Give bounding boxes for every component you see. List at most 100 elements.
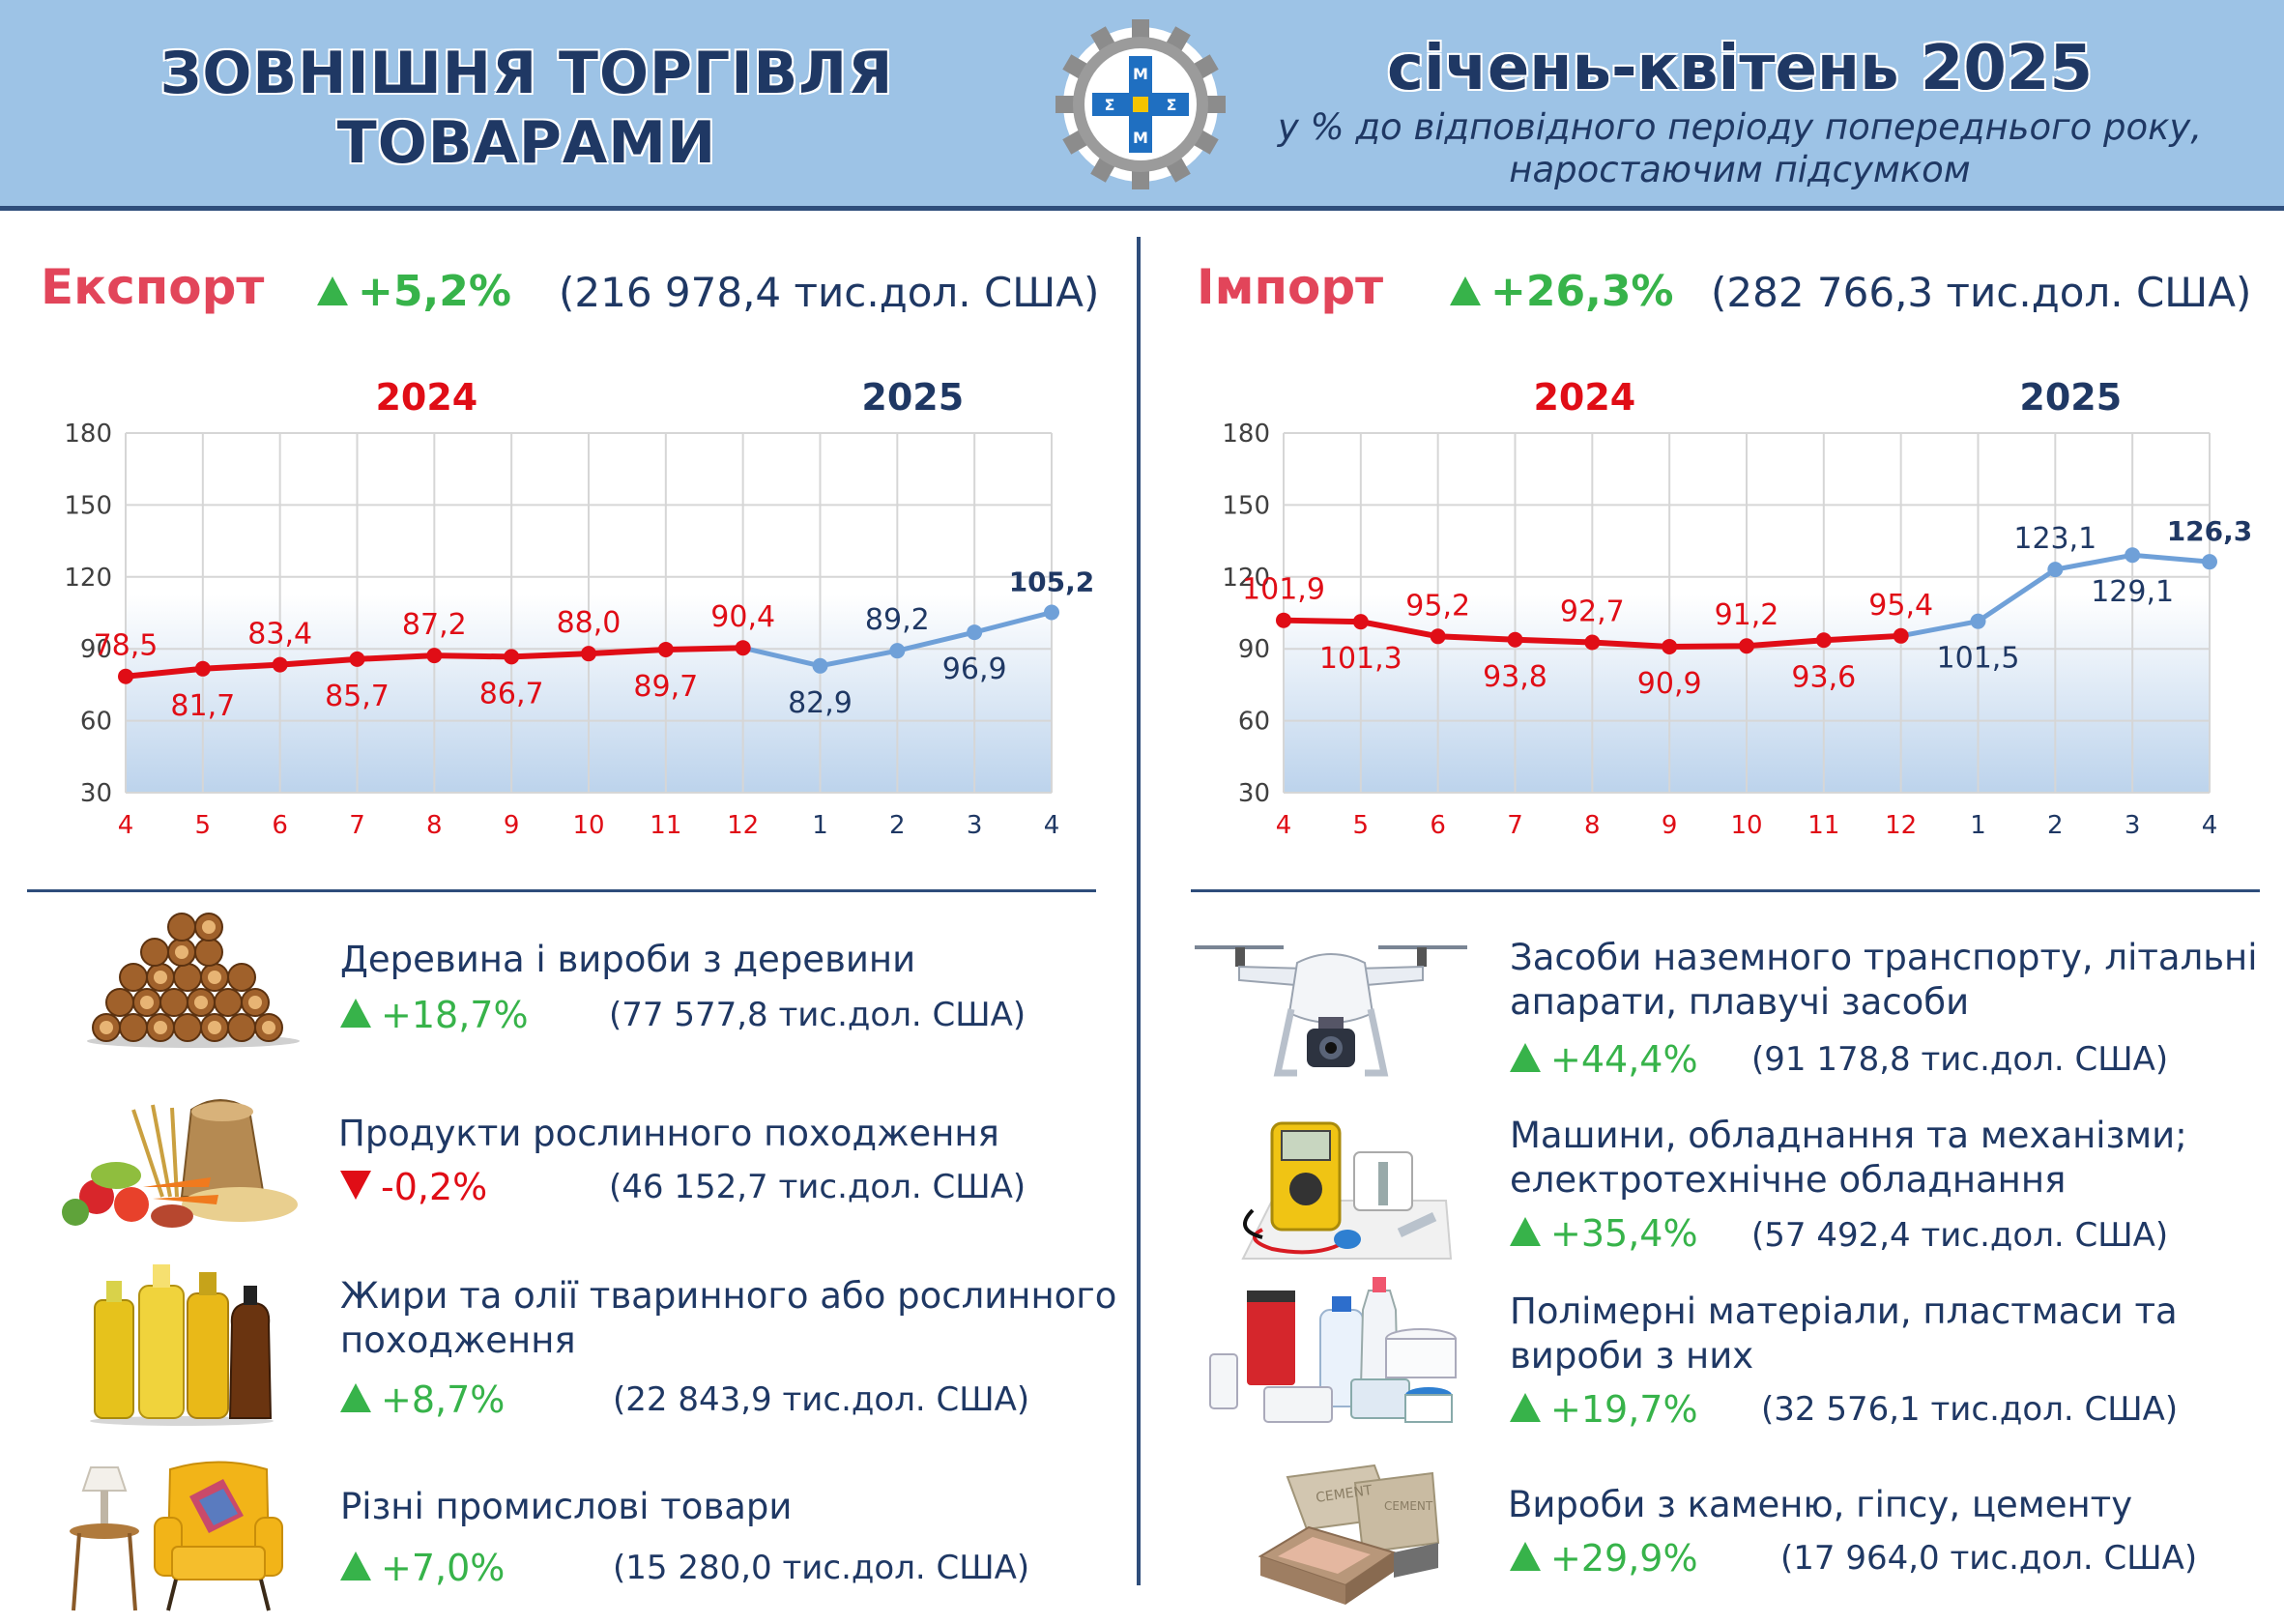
x-tick-label: 8 [426,811,443,840]
export-title: Експорт [41,259,265,315]
drone-icon [1195,945,1467,1077]
page-title-line1: ЗОВНІШНЯ ТОРГІВЛЯ [159,40,894,107]
period-subtitle-line2: наростаючим підсумком [1509,149,1971,190]
data-point [1739,638,1754,654]
data-point [1584,634,1601,651]
export-item-name: Жири та олії тваринного або рослинного п… [340,1275,1117,1361]
x-tick-label: 6 [1430,811,1446,840]
data-label: 95,4 [1868,589,1933,623]
x-tick-label: 12 [1885,811,1917,840]
data-label: 93,8 [1483,660,1547,694]
svg-text:CEMENT: CEMENT [1384,1499,1433,1513]
header-banner: ЗОВНІШНЯ ТОРГІВЛЯ ТОВАРАМИ [0,0,2284,211]
year-label-2025: 2025 [861,376,964,419]
page-title-line2: ТОВАРАМИ [336,109,717,177]
vegetables-icon [62,1099,298,1228]
import-title: Імпорт [1197,259,1384,315]
import-item-change: +35,4% [1510,1212,1698,1255]
page-title: ЗОВНІШНЯ ТОРГІВЛЯ ТОВАРАМИ [0,39,1054,178]
arrow-up-icon [340,1383,371,1412]
import-item-name: Машини, обладнання та механізми; електро… [1510,1115,2187,1201]
import-separator [1191,889,2260,892]
data-point [1815,632,1832,649]
data-point [1276,612,1291,628]
oil-bottles-icon [90,1264,274,1426]
import-item-change: +19,7% [1510,1388,1698,1431]
x-tick-label: 1 [812,811,828,840]
data-label: 91,2 [1715,598,1779,632]
data-label: 101,5 [1937,642,2020,676]
data-point [272,656,288,673]
export-item-change: +18,7% [340,994,529,1036]
year-label-2025: 2025 [2019,376,2122,419]
x-tick-label: 4 [2202,811,2218,840]
y-tick-label: 60 [80,708,112,737]
x-tick-label: 5 [1353,811,1370,840]
data-point [504,649,520,665]
arrow-up-icon [340,1552,371,1580]
data-point [426,648,443,664]
data-point [1893,627,1909,644]
export-item-change: +7,0% [340,1547,505,1589]
period-subtitle-line1: у % до відповідного періоду попереднього… [1277,106,2203,148]
data-label: 101,3 [1319,642,1402,676]
svg-text:Σ: Σ [1167,96,1177,114]
data-label: 83,4 [247,618,312,652]
import-total-value: (282 766,3 тис.дол. США) [1711,269,2252,316]
data-point [967,624,983,641]
x-tick-label: 11 [650,811,681,840]
data-label: 105,2 [1009,566,1095,598]
x-tick-label: 10 [572,811,604,840]
year-label-2024: 2024 [375,376,477,419]
x-tick-label: 1 [1970,811,1986,840]
data-label: 89,7 [633,670,698,704]
data-label: 87,2 [402,608,467,642]
data-label: 90,4 [710,600,775,634]
y-tick-label: 30 [80,779,112,808]
statistics-logo-icon: M M Σ Σ [1055,19,1226,189]
y-tick-label: 30 [1238,779,1270,808]
x-tick-label: 4 [118,811,134,840]
data-point [349,651,365,667]
x-tick-label: 6 [272,811,288,840]
y-tick-label: 90 [80,635,112,664]
data-point [2047,562,2064,578]
export-item-value: (46 152,7 тис.дол. США) [609,1168,1026,1206]
arrow-up-icon [1450,276,1481,305]
import-item-value: (17 964,0 тис.дол. США) [1780,1539,2198,1578]
firewood-icon [87,913,300,1048]
y-tick-label: 90 [1238,635,1270,664]
export-item-value: (15 280,0 тис.дол. США) [613,1549,1030,1587]
export-item-name: Продукти рослинного походження [338,1113,999,1154]
import-item-value: (32 576,1 тис.дол. США) [1761,1390,2179,1429]
data-label: 126,3 [2167,515,2253,547]
import-item-name: Полімерні матеріали, пластмаси та вироби… [1510,1290,2178,1377]
arrow-up-icon [1510,1043,1541,1072]
x-tick-label: 4 [1044,811,1060,840]
x-tick-label: 3 [967,811,983,840]
arrow-up-icon [1510,1542,1541,1571]
data-label: 81,7 [170,689,235,723]
y-tick-label: 120 [1222,564,1270,593]
x-tick-label: 10 [1730,811,1762,840]
import-item-change: +44,4% [1510,1038,1698,1081]
y-tick-label: 180 [1222,420,1270,449]
multimeter-icon [1241,1121,1453,1260]
data-label: 89,2 [865,603,930,637]
x-tick-label: 5 [195,811,212,840]
export-item-change: -0,2% [340,1166,487,1208]
y-tick-label: 180 [64,420,112,449]
data-label: 86,7 [479,677,544,710]
data-label: 95,2 [1405,589,1470,623]
data-label: 88,0 [557,606,622,640]
export-item-value: (77 577,8 тис.дол. США) [609,996,1026,1034]
cement-bags-icon: CEMENT CEMENT [1258,1464,1440,1605]
data-label: 82,9 [788,686,853,720]
data-point [812,657,828,674]
data-label: 92,7 [1560,595,1625,629]
data-label: 78,5 [94,629,159,663]
armchair-icon [70,1461,283,1611]
section-divider [1137,237,1141,1585]
